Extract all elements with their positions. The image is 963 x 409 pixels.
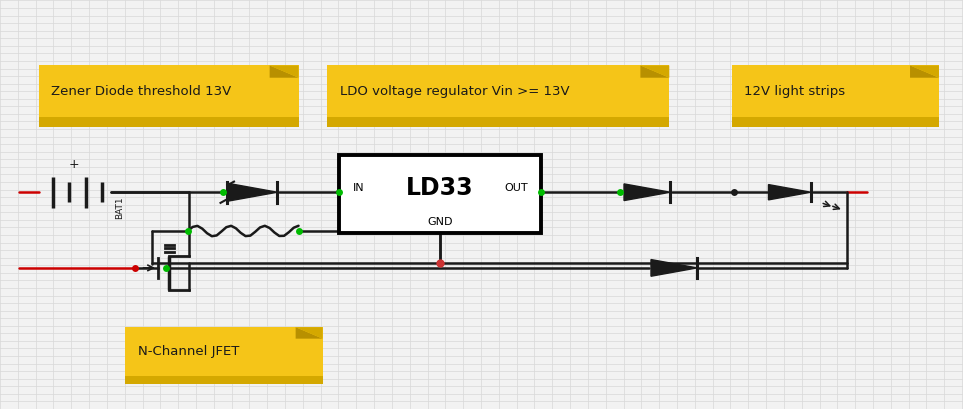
- FancyBboxPatch shape: [39, 65, 299, 127]
- Polygon shape: [640, 65, 669, 78]
- Text: LD33: LD33: [406, 176, 474, 200]
- Text: 12V light strips: 12V light strips: [744, 85, 846, 98]
- FancyBboxPatch shape: [327, 65, 669, 127]
- Polygon shape: [227, 183, 277, 201]
- FancyBboxPatch shape: [732, 117, 939, 127]
- FancyBboxPatch shape: [39, 117, 299, 127]
- FancyBboxPatch shape: [327, 117, 669, 127]
- Text: BAT1: BAT1: [116, 196, 124, 219]
- Text: IN: IN: [352, 183, 364, 193]
- Polygon shape: [651, 260, 697, 276]
- FancyBboxPatch shape: [339, 155, 541, 233]
- Text: N-Channel JFET: N-Channel JFET: [138, 345, 239, 358]
- Polygon shape: [270, 65, 299, 78]
- Polygon shape: [768, 184, 811, 200]
- Polygon shape: [640, 65, 669, 78]
- Polygon shape: [296, 327, 323, 339]
- Text: Zener Diode threshold 13V: Zener Diode threshold 13V: [51, 85, 231, 98]
- Polygon shape: [296, 327, 323, 339]
- FancyBboxPatch shape: [125, 375, 323, 384]
- FancyBboxPatch shape: [732, 65, 939, 127]
- FancyBboxPatch shape: [125, 327, 323, 384]
- Polygon shape: [910, 65, 939, 78]
- Text: GND: GND: [428, 217, 453, 227]
- Polygon shape: [270, 65, 299, 78]
- Text: LDO voltage regulator Vin >= 13V: LDO voltage regulator Vin >= 13V: [340, 85, 569, 98]
- Text: OUT: OUT: [504, 183, 528, 193]
- Text: +: +: [68, 158, 80, 171]
- Polygon shape: [624, 184, 670, 200]
- Polygon shape: [910, 65, 939, 78]
